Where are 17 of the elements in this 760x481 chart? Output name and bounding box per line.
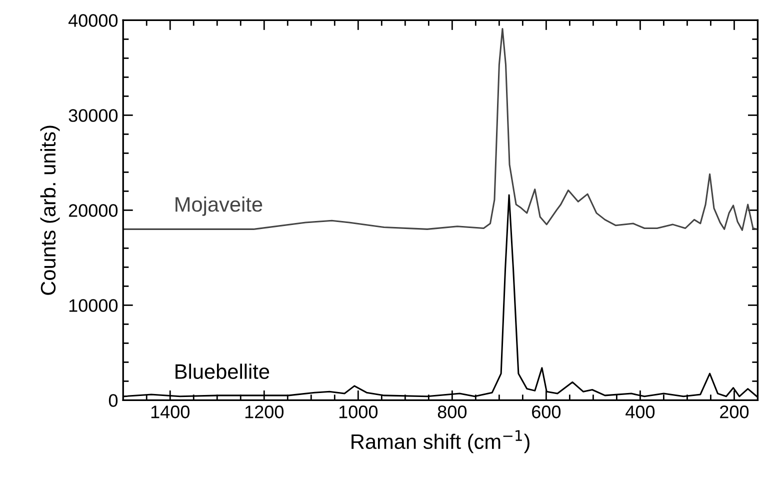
y-tick-label: 30000 — [68, 109, 118, 122]
y-tick-label: 0 — [108, 394, 118, 407]
x-tick-label: 200 — [720, 406, 749, 418]
series-label: Mojaveite — [176, 196, 262, 216]
x-tick-label: 1400 — [151, 406, 190, 418]
y-tick-label: 20000 — [68, 204, 118, 217]
x-axis-title: Raman shift (cm$^{−1}$) — [352, 430, 530, 454]
line-series — [123, 28, 758, 231]
series-label: Bluebellite — [176, 364, 270, 379]
y-tick-label: 10000 — [69, 299, 118, 312]
y-tick-label: 40000 — [68, 14, 118, 27]
y-axis-title: Counts (arb. units) — [40, 126, 60, 295]
x-tick-label: 1000 — [339, 406, 378, 418]
x-tick-label: 800 — [438, 406, 467, 418]
x-tick-label: 1200 — [245, 406, 284, 418]
x-tick-label: 400 — [626, 406, 655, 418]
x-tick-label: 600 — [532, 406, 561, 418]
